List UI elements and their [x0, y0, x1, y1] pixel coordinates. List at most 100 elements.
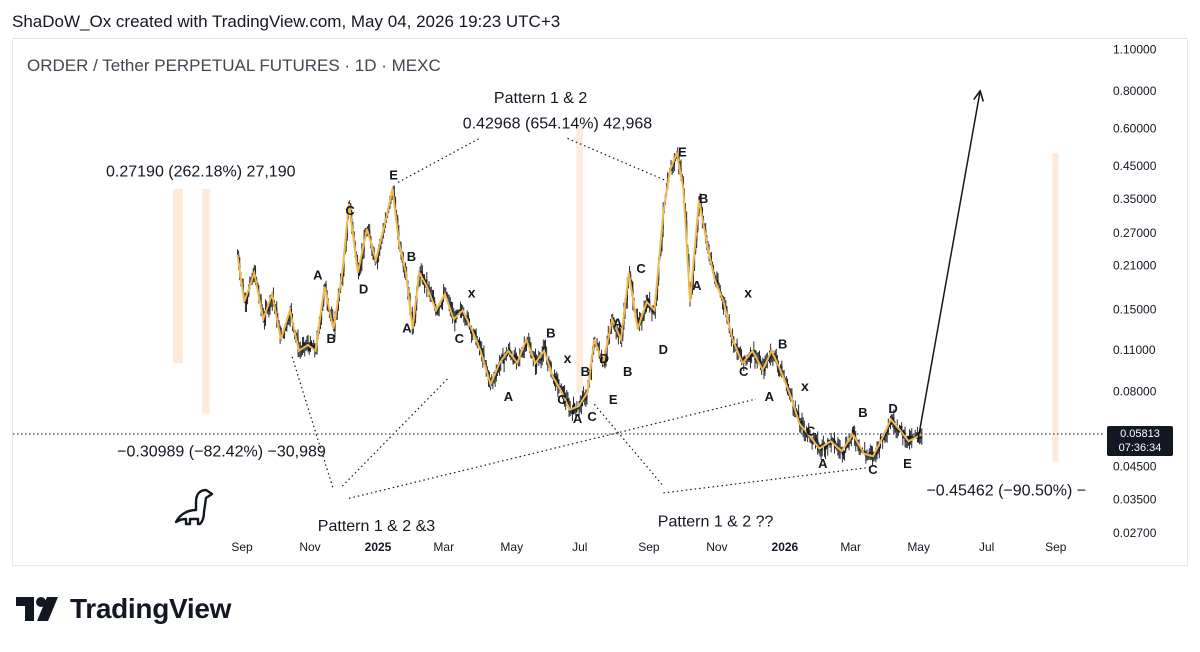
brand-name: TradingView [70, 593, 232, 624]
wave-label-35: C [868, 462, 878, 477]
wave-label-21: C [636, 261, 646, 276]
candle [304, 341, 306, 357]
y-tick-label: 0.45000 [1113, 159, 1157, 173]
candle [651, 307, 653, 322]
candle [865, 450, 867, 464]
candle [535, 354, 538, 375]
wave-label-22: D [659, 342, 668, 357]
x-tick-label: Nov [706, 540, 727, 554]
y-tick-label: 1.10000 [1113, 43, 1157, 57]
candle [525, 341, 528, 352]
pattern-line-7 [663, 466, 870, 494]
x-tick-label: Nov [299, 540, 320, 554]
wave-label-17: D [600, 351, 609, 366]
wave-label-9: x [468, 285, 476, 301]
candle [819, 444, 821, 457]
y-tick-label: 0.27000 [1113, 226, 1157, 240]
annotation-5: Pattern 1 & 2 &3 [318, 518, 436, 535]
annotation-1: 0.27190 (262.18%) 27,190 [106, 164, 296, 181]
moving-average-line [236, 149, 923, 458]
y-tick-label: 0.04500 [1113, 460, 1157, 474]
candle [870, 445, 873, 460]
wave-label-12: x [564, 350, 572, 366]
highlight-band-3 [576, 125, 584, 393]
candle [567, 392, 569, 406]
candle [812, 433, 814, 445]
candle [833, 432, 836, 454]
wave-label-11: A [504, 389, 514, 404]
x-tick-label: Sep [1045, 540, 1067, 554]
x-tick-label: Mar [433, 540, 454, 554]
annotation-2: Pattern 1 & 2 [494, 90, 587, 107]
candle [869, 444, 871, 461]
candle [367, 224, 370, 232]
candle [438, 305, 440, 317]
candle [443, 284, 445, 302]
candle [767, 359, 770, 362]
candle [919, 435, 921, 445]
wave-label-31: C [806, 424, 816, 439]
wave-label-18: E [609, 392, 618, 407]
annotation-4: −0.30989 (−82.42%) −30,989 [117, 444, 326, 461]
wave-label-16: C [587, 409, 597, 424]
y-tick-label: 0.11000 [1113, 343, 1156, 357]
y-tick-label: 0.80000 [1113, 84, 1157, 98]
wave-label-4: D [359, 282, 368, 297]
y-tick-label: 0.21000 [1113, 259, 1157, 273]
candle [897, 428, 899, 436]
wave-label-10: B [546, 326, 555, 341]
current-price-value: 0.05813 [1120, 428, 1160, 440]
wave-label-34: D [888, 401, 897, 416]
candle [921, 428, 923, 446]
candle [908, 429, 911, 450]
y-tick-label: 0.60000 [1113, 122, 1157, 136]
x-tick-label: Mar [840, 540, 861, 554]
candle [308, 342, 310, 356]
candle [920, 429, 922, 444]
candle [752, 352, 754, 358]
candle [814, 433, 817, 449]
pattern-line-2 [567, 137, 671, 183]
wave-label-5: E [389, 167, 398, 182]
x-tick-label: Jul [572, 540, 587, 554]
wave-label-23: E [678, 145, 687, 160]
x-tick-label: 2026 [772, 540, 799, 554]
wave-label-29: A [765, 389, 775, 404]
candle [420, 263, 422, 274]
wave-label-33: B [858, 405, 867, 420]
candle [575, 407, 577, 419]
x-tick-label: May [500, 540, 523, 554]
candle [439, 305, 441, 308]
wave-label-26: x [744, 285, 752, 301]
candle [421, 265, 423, 285]
projection-arrow [916, 92, 980, 443]
candle [459, 301, 462, 318]
tradingview-brand: TradingView [16, 593, 231, 625]
candle [300, 345, 302, 357]
candle [895, 425, 897, 439]
wave-label-32: A [818, 456, 828, 471]
y-tick-label: 0.35000 [1113, 192, 1157, 206]
chart-subtitle: ORDER / Tether PERPETUAL FUTURES · 1D · … [27, 56, 441, 75]
candle [456, 309, 458, 320]
candle [912, 434, 914, 439]
candle [749, 347, 752, 369]
candle [307, 334, 309, 353]
y-tick-label: 0.08000 [1113, 385, 1157, 399]
wave-label-15: B [581, 364, 590, 379]
highlight-band-4 [1052, 153, 1059, 462]
candle [500, 356, 502, 371]
candle [859, 448, 861, 456]
annotation-6: Pattern 1 & 2 ?? [658, 514, 774, 531]
candle [309, 335, 311, 353]
wave-label-20: B [623, 364, 632, 379]
candle [843, 450, 846, 461]
wave-label-36: E [903, 456, 912, 471]
candle [817, 431, 819, 455]
candle [826, 444, 828, 450]
wave-label-1: C [345, 203, 355, 218]
candle [649, 291, 651, 313]
candle [910, 430, 912, 445]
